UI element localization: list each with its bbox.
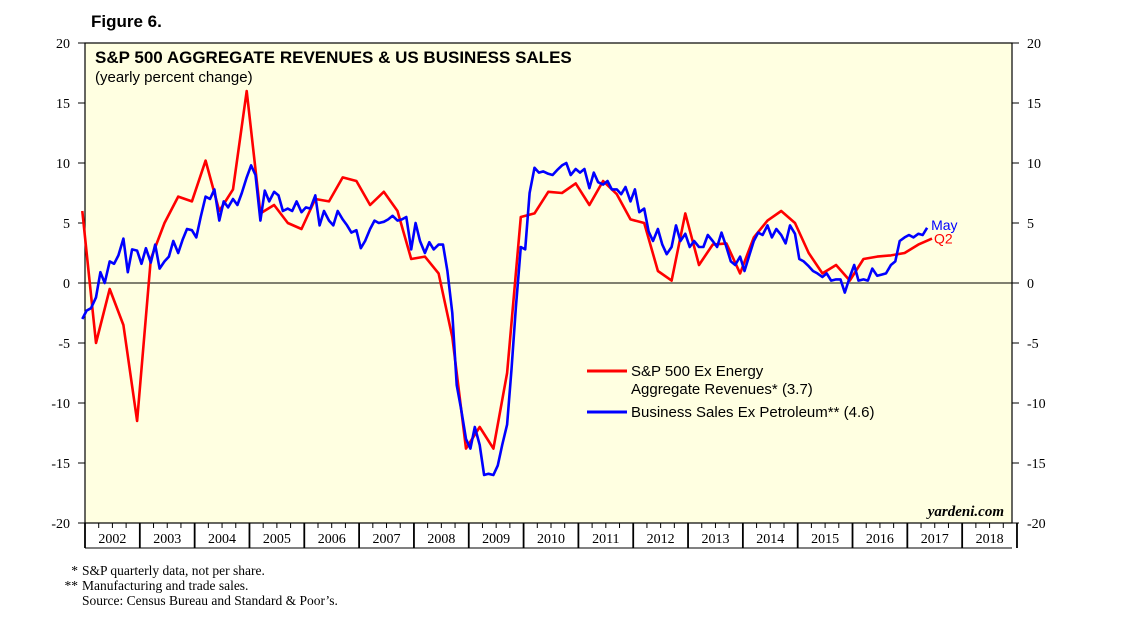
y-tick-label-left: -5 xyxy=(58,337,70,352)
x-tick-label: 2016 xyxy=(866,532,894,547)
x-tick-label: 2010 xyxy=(537,532,565,547)
y-axis-right: -20 -15 -10 -5 0 5 10 15 20 xyxy=(1012,37,1046,532)
x-tick-label: 2014 xyxy=(756,532,784,547)
y-tick-label-left: 10 xyxy=(56,157,70,172)
y-tick-label-left: 15 xyxy=(56,97,70,112)
legend-label-sales-name: Business Sales Ex Petroleum** xyxy=(631,404,840,421)
x-tick-label: 2013 xyxy=(701,532,729,547)
chart-title: S&P 500 AGGREGATE REVENUES & US BUSINESS… xyxy=(95,48,572,67)
y-tick-label-left: -15 xyxy=(51,457,70,472)
y-tick-label-right: 15 xyxy=(1027,97,1041,112)
footnotes: * S&P quarterly data, not per share. ** … xyxy=(58,563,338,608)
x-tick-label: 2003 xyxy=(153,532,181,547)
series-line-sales xyxy=(81,161,929,477)
x-tick-label: 2008 xyxy=(427,532,455,547)
y-tick-label-right: -15 xyxy=(1027,457,1046,472)
x-tick-label: 2018 xyxy=(976,532,1004,547)
y-tick-label-right: 10 xyxy=(1027,157,1041,172)
watermark: yardeni.com xyxy=(926,504,1004,520)
footnote-row: Source: Census Bureau and Standard & Poo… xyxy=(58,593,338,608)
x-tick-label: 2006 xyxy=(318,532,346,547)
footnote-row: ** Manufacturing and trade sales. xyxy=(58,578,338,593)
x-tick-label: 2015 xyxy=(811,532,839,547)
legend: S&P 500 Ex Energy Aggregate Revenues* (3… xyxy=(587,363,874,421)
y-tick-label-right: -5 xyxy=(1027,337,1039,352)
y-tick-label-right: 0 xyxy=(1027,277,1034,292)
y-tick-label-left: 5 xyxy=(63,217,70,232)
y-tick-label-left: 20 xyxy=(56,37,70,52)
footnote-mark: ** xyxy=(64,578,79,593)
x-tick-label: 2017 xyxy=(921,532,949,547)
y-axis-left: -20 -15 -10 -5 0 5 10 15 20 xyxy=(51,37,85,532)
x-tick-label: 2005 xyxy=(263,532,291,547)
y-tick-label-right: 5 xyxy=(1027,217,1034,232)
legend-label-sales-value: (4.6) xyxy=(844,404,875,421)
figure-label: Figure 6. xyxy=(91,12,162,31)
y-tick-label-left: -20 xyxy=(51,517,70,532)
y-tick-label-left: -10 xyxy=(51,397,70,412)
legend-label-sales: Business Sales Ex Petroleum** (4.6) xyxy=(631,404,874,421)
y-tick-label-right: 20 xyxy=(1027,37,1041,52)
x-tick-label: 2002 xyxy=(98,532,126,547)
y-tick-label-right: -10 xyxy=(1027,397,1046,412)
chart-subtitle: (yearly percent change) xyxy=(95,69,253,86)
x-tick-label: 2004 xyxy=(208,532,236,547)
y-tick-label-right: -20 xyxy=(1027,517,1046,532)
footnote-mark xyxy=(58,593,82,608)
x-tick-label: 2007 xyxy=(373,532,401,547)
footnote-row: * S&P quarterly data, not per share. xyxy=(58,563,338,578)
x-tick-label: 2012 xyxy=(647,532,675,547)
legend-label-revenues: S&P 500 Ex Energy xyxy=(631,363,764,380)
footnote-text: Manufacturing and trade sales. xyxy=(82,578,249,593)
x-axis: 2002 2003 2004 2005 2006 2007 2008 2009 2010 2011… xyxy=(84,523,1018,549)
end-label-sales: May xyxy=(931,217,957,233)
legend-label-revenues-line2: Aggregate Revenues* (3.7) xyxy=(631,381,813,398)
y-tick-label-left: 0 xyxy=(63,277,70,292)
footnote-text: Source: Census Bureau and Standard & Poo… xyxy=(82,593,338,608)
footnote-text: S&P quarterly data, not per share. xyxy=(82,563,265,578)
x-tick-label: 2009 xyxy=(482,532,510,547)
footnote-mark: * xyxy=(71,563,78,578)
end-label-revenues: Q2 xyxy=(934,231,953,247)
x-tick-label: 2011 xyxy=(592,532,619,547)
